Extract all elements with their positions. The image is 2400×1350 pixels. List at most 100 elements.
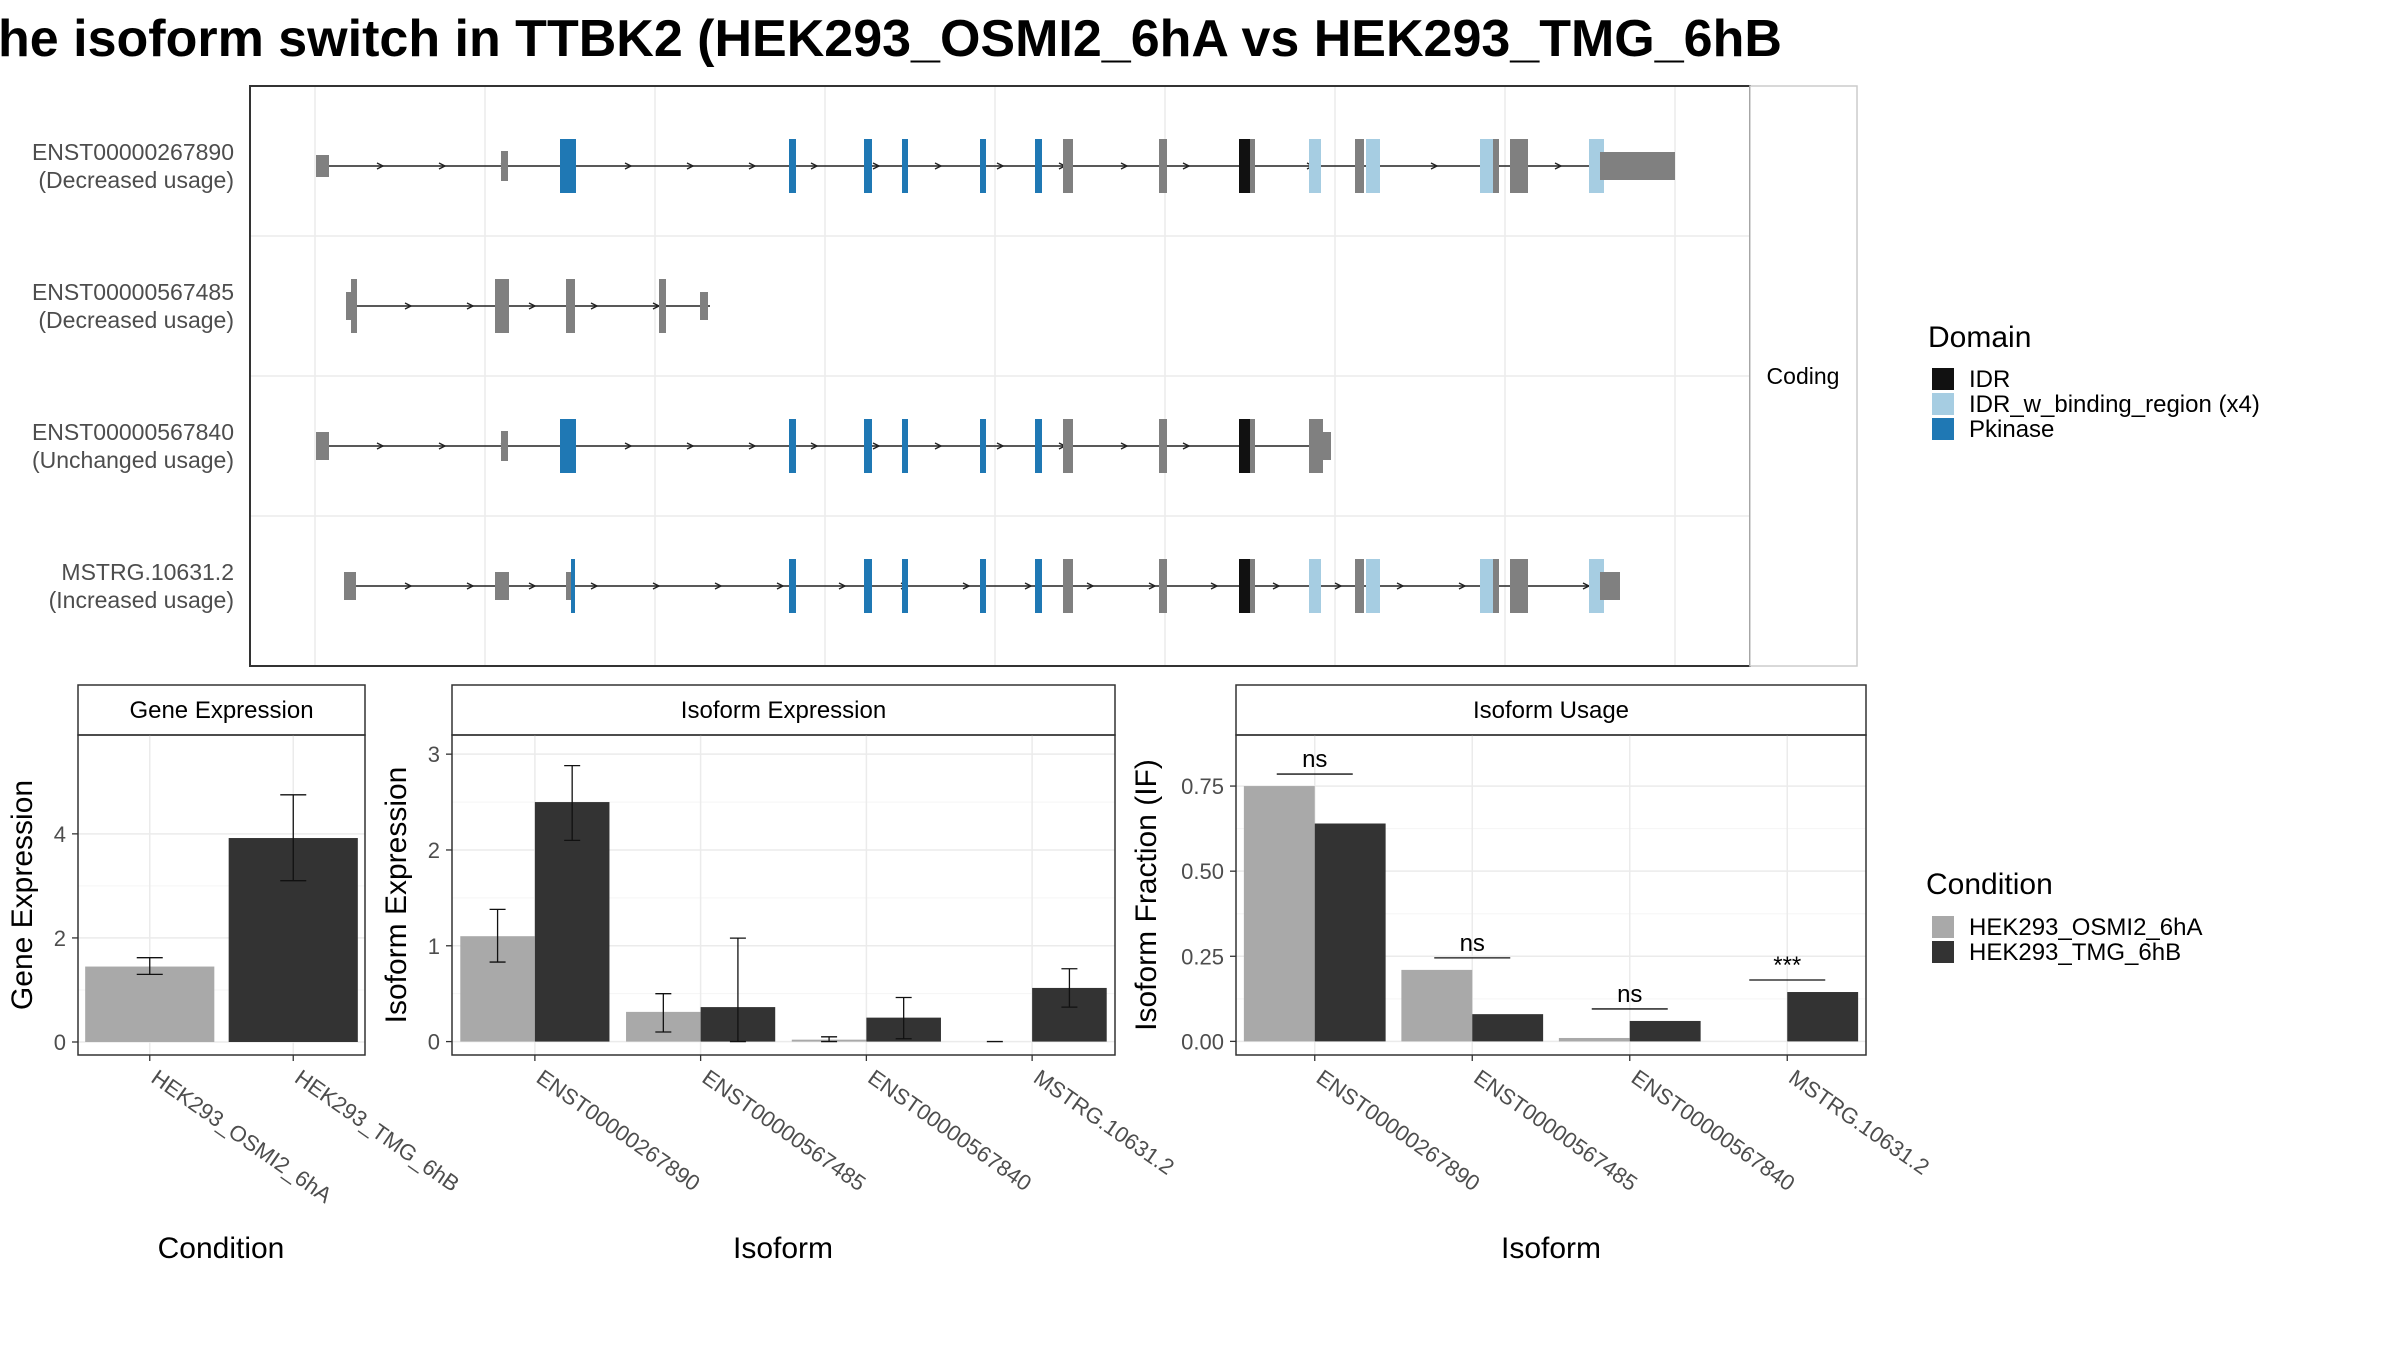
strip-coding [1749,85,1858,667]
strand-arrow [1024,582,1033,590]
x-axis-title: Isoform [1501,1232,1601,1265]
strip-coding-label: Coding [1767,363,1840,389]
y-axis-title: Isoform Expression [380,767,413,1024]
exon [1480,139,1497,193]
exon [902,419,908,473]
exon [789,559,796,613]
bar [1629,1020,1701,1042]
strand-arrow [404,302,413,310]
strand-arrow [590,582,599,590]
strand-arrow [962,582,971,590]
y-tick-label: 0.00 [1181,1029,1224,1054]
y-axis-title: Gene Expression [6,780,39,1010]
strand-arrow [438,162,447,170]
y-tick-label: 0 [428,1030,440,1055]
exon [864,419,872,473]
bar [1472,1014,1544,1042]
exon [789,419,796,473]
panel-border [451,734,1116,1056]
exon [566,279,575,333]
exon [1035,139,1042,193]
y-tick-label: 0 [54,1030,66,1055]
y-axis-title: Isoform Fraction (IF) [1130,759,1163,1031]
exon [1063,559,1073,613]
exon [560,139,576,193]
exon [1309,139,1321,193]
y-tick-label: 0.75 [1181,774,1224,799]
exon [344,572,356,600]
exon [501,151,508,181]
exon [864,139,872,193]
exon [1063,139,1073,193]
exon [1239,419,1252,473]
y-tick-label: 3 [428,742,440,767]
y-tick-label: 4 [54,822,66,847]
legend-swatch-osmi2 [1932,916,1954,938]
x-tick-label: ENST00000567840 [864,1065,1037,1196]
transcript-usage-label: (Decreased usage) [38,167,234,193]
strand-arrow [376,442,385,450]
strand-arrow [776,582,785,590]
transcript-rows [316,139,1675,613]
strand-arrow [1086,582,1095,590]
transcript-row [316,419,1331,473]
strand-arrow [404,582,413,590]
strand-arrow [1120,442,1129,450]
strand-arrow [528,302,537,310]
panel-strip [1235,684,1867,736]
x-axis-title: Isoform [733,1232,833,1265]
legend-label-idr: IDR [1969,366,2010,393]
strand-arrow [934,442,943,450]
exon [1600,152,1675,180]
strand-arrow [652,582,661,590]
strand-arrow [1458,582,1467,590]
exon [1035,419,1042,473]
strand-arrow [748,162,757,170]
exon [495,572,509,600]
strand-arrow [934,162,943,170]
strand-arrow [528,582,537,590]
strand-arrow [686,442,695,450]
legend-swatch-pkinase [1932,418,1954,440]
strand-arrow [1182,162,1191,170]
exon [659,279,666,333]
domain-legend: Domain IDR IDR_w_binding_region (x4) Pki… [1928,321,2260,443]
strand-arrow [996,442,1005,450]
bar [534,802,610,1042]
exon [864,559,872,613]
exon [571,559,575,613]
strand-arrow [1272,582,1281,590]
legend-swatch-idr-binding [1932,393,1954,415]
strand-arrow [1182,442,1191,450]
panel-border [77,734,366,1056]
exon [316,155,329,177]
exon [1510,559,1528,613]
strand-arrow [748,442,757,450]
exon [1035,559,1042,613]
y-tick-label: 0.25 [1181,944,1224,969]
transcript-labels: ENST00000267890(Decreased usage)ENST0000… [32,139,234,613]
exon [1366,559,1380,613]
y-tick-label: 1 [428,934,440,959]
transcript-id-label: ENST00000567485 [32,279,234,305]
exon [1493,559,1499,613]
legend-label-tmg: HEK293_TMG_6hB [1969,939,2181,966]
isoform-expression-panel: Isoform Expression0123ENST00000267890ENS… [380,684,1179,1265]
exon [1355,139,1364,193]
significance-label: ns [1460,930,1485,957]
exon [980,419,986,473]
x-tick-label: ENST00000567485 [698,1065,871,1196]
x-tick-label: MSTRG.10631.2 [1029,1065,1179,1180]
strand-arrow [872,442,881,450]
strand-arrow [686,162,695,170]
exon [1250,559,1255,613]
exon [1366,139,1380,193]
exon [980,139,986,193]
strand-arrow [1430,162,1439,170]
strand-arrow [996,162,1005,170]
transcript-row [346,279,710,333]
exon [501,431,508,461]
transcript-row [344,559,1620,613]
legend-swatch-idr [1932,368,1954,390]
